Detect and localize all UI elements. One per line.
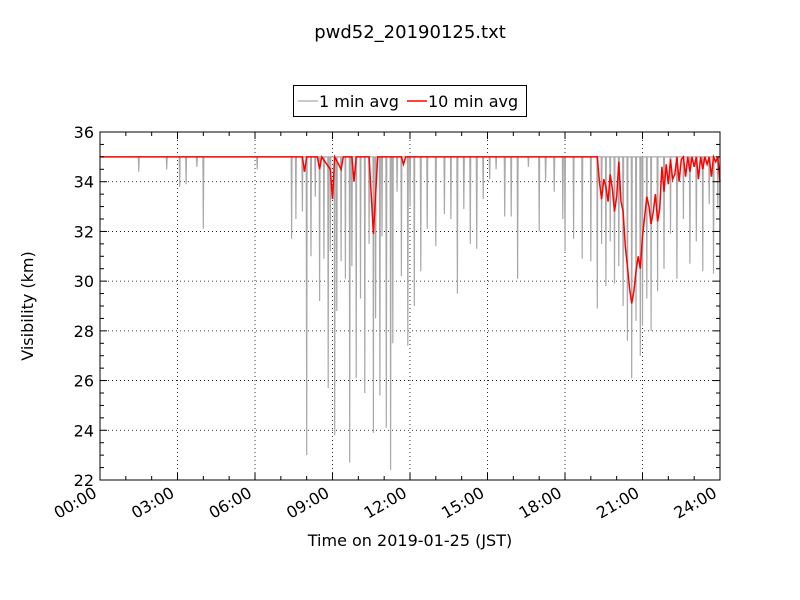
x-tick-label: 12:00 [361, 483, 410, 523]
y-tick-label: 28 [74, 322, 94, 341]
legend-label-10-min-avg: 10 min avg [428, 92, 518, 111]
y-tick-label: 32 [74, 222, 94, 241]
y-tick-label: 22 [74, 471, 94, 490]
legend-label-1-min-avg: 1 min avg [319, 92, 399, 111]
x-tick-label: 09:00 [283, 483, 332, 523]
y-tick-label: 34 [74, 173, 94, 192]
plot-frame [99, 131, 721, 481]
y-tick-label: 26 [74, 372, 94, 391]
series-line-1-min-avg [100, 156, 720, 471]
x-tick-label: 06:00 [206, 483, 255, 523]
y-tick-label: 30 [74, 272, 94, 291]
y-axis-label: Visibility (km) [18, 251, 37, 360]
chart-title: pwd52_20190125.txt [314, 22, 506, 43]
y-tick-label: 24 [74, 421, 94, 440]
series-10-min-avg [100, 154, 721, 304]
grid [100, 132, 720, 480]
x-tick-labels: 00:00 03:00 06:00 09:00 12:00 15:00 18:00 21:00… [51, 483, 720, 523]
y-tick-labels: 22 24 26 28 30 32 34 36 [74, 123, 94, 490]
series-line-10-min-avg [100, 154, 721, 304]
x-tick-label: 03:00 [128, 483, 177, 523]
legend: 1 min avg 10 min avg [293, 85, 527, 117]
x-tick-label: 18:00 [516, 483, 565, 523]
series-1-min-avg [100, 156, 720, 471]
x-tick-label: 15:00 [438, 483, 487, 523]
y-tick-label: 36 [74, 123, 94, 142]
x-tick-label: 21:00 [593, 483, 642, 523]
x-axis-label: Time on 2019-01-25 (JST) [307, 531, 512, 550]
x-tick-label: 24:00 [671, 483, 720, 523]
